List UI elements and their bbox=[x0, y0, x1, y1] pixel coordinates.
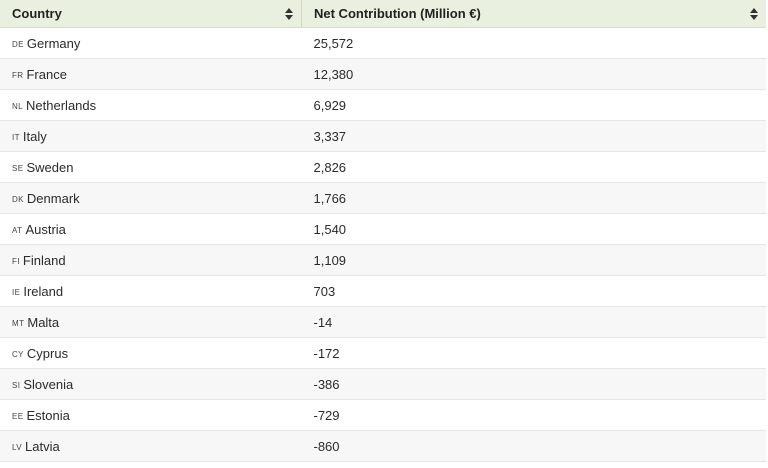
contribution-value: 2,826 bbox=[301, 151, 766, 183]
flag-icon: AT bbox=[12, 225, 23, 235]
contribution-value: 6,929 bbox=[301, 89, 766, 121]
table-header: Country Net Contribution (Million €) bbox=[0, 0, 766, 28]
country-name: Estonia bbox=[26, 407, 70, 423]
table-row: NL Netherlands 6,929 bbox=[0, 89, 766, 121]
table-row: FI Finland 1,109 bbox=[0, 244, 766, 276]
country-cell: MT Malta bbox=[0, 306, 302, 338]
flag-icon: FI bbox=[12, 256, 20, 266]
table-row: SE Sweden 2,826 bbox=[0, 151, 766, 183]
sort-icon[interactable] bbox=[285, 8, 293, 20]
contribution-value: 25,572 bbox=[301, 27, 766, 59]
table-row: DK Denmark 1,766 bbox=[0, 182, 766, 214]
header-row: Country Net Contribution (Million €) bbox=[0, 0, 766, 28]
table-row: FR France 12,380 bbox=[0, 58, 766, 90]
table-row: SI Slovenia -386 bbox=[0, 368, 766, 400]
contribution-value: -386 bbox=[301, 368, 766, 400]
contribution-value: -14 bbox=[301, 306, 766, 338]
flag-icon: DE bbox=[12, 39, 24, 49]
flag-icon: IT bbox=[12, 132, 20, 142]
contribution-value: -729 bbox=[301, 399, 766, 431]
table-row: MT Malta -14 bbox=[0, 306, 766, 338]
table-row: IT Italy 3,337 bbox=[0, 120, 766, 152]
flag-icon: DK bbox=[12, 194, 24, 204]
country-name: France bbox=[26, 66, 67, 82]
flag-icon: CY bbox=[12, 349, 24, 359]
table-row: AT Austria 1,540 bbox=[0, 213, 766, 245]
country-name: Ireland bbox=[23, 283, 64, 299]
country-name: Cyprus bbox=[26, 345, 69, 361]
country-cell: LV Latvia bbox=[0, 430, 302, 462]
country-name: Sweden bbox=[26, 159, 74, 175]
column-header-country[interactable]: Country bbox=[0, 0, 302, 28]
country-cell: NL Netherlands bbox=[0, 89, 302, 121]
table-row: IE Ireland 703 bbox=[0, 275, 766, 307]
table-row: DE Germany 25,572 bbox=[0, 27, 766, 59]
column-header-contribution[interactable]: Net Contribution (Million €) bbox=[301, 0, 766, 28]
contribution-value: 1,109 bbox=[301, 244, 766, 276]
country-name: Germany bbox=[26, 35, 81, 51]
table-row: LV Latvia -860 bbox=[0, 430, 766, 462]
country-name: Denmark bbox=[26, 190, 80, 206]
country-cell: DK Denmark bbox=[0, 182, 302, 214]
table-row: CY Cyprus -172 bbox=[0, 337, 766, 369]
contribution-value: 1,766 bbox=[301, 182, 766, 214]
country-cell: SE Sweden bbox=[0, 151, 302, 183]
flag-icon: SE bbox=[12, 163, 24, 173]
table-body: DE Germany 25,572 FR France 12,380 NL Netherlan… bbox=[0, 27, 766, 462]
column-header-contribution-label: Net Contribution (Million €) bbox=[314, 6, 481, 21]
country-name: Austria bbox=[25, 221, 66, 237]
contribution-value: -860 bbox=[301, 430, 766, 462]
contribution-value: 12,380 bbox=[301, 58, 766, 90]
flag-icon: SI bbox=[12, 380, 21, 390]
column-header-country-label: Country bbox=[12, 6, 62, 21]
country-cell: AT Austria bbox=[0, 213, 302, 245]
flag-icon: EE bbox=[12, 411, 24, 421]
country-cell: IE Ireland bbox=[0, 275, 302, 307]
country-name: Finland bbox=[22, 252, 66, 268]
contribution-value: 1,540 bbox=[301, 213, 766, 245]
sort-icon[interactable] bbox=[750, 8, 758, 20]
country-cell: DE Germany bbox=[0, 27, 302, 59]
flag-icon: FR bbox=[12, 70, 24, 80]
country-cell: IT Italy bbox=[0, 120, 302, 152]
country-cell: FR France bbox=[0, 58, 302, 90]
country-cell: EE Estonia bbox=[0, 399, 302, 431]
country-cell: FI Finland bbox=[0, 244, 302, 276]
country-cell: CY Cyprus bbox=[0, 337, 302, 369]
contribution-value: 3,337 bbox=[301, 120, 766, 152]
contribution-value: -172 bbox=[301, 337, 766, 369]
table-row: EE Estonia -729 bbox=[0, 399, 766, 431]
flag-icon: LV bbox=[12, 442, 22, 452]
country-name: Netherlands bbox=[26, 97, 97, 113]
flag-icon: NL bbox=[12, 101, 24, 111]
country-name: Latvia bbox=[25, 438, 60, 454]
contribution-value: 703 bbox=[301, 275, 766, 307]
flag-icon: MT bbox=[12, 318, 25, 328]
country-name: Slovenia bbox=[23, 376, 74, 392]
country-name: Malta bbox=[27, 314, 60, 330]
country-name: Italy bbox=[22, 128, 47, 144]
flag-icon: IE bbox=[12, 287, 21, 297]
country-cell: SI Slovenia bbox=[0, 368, 302, 400]
